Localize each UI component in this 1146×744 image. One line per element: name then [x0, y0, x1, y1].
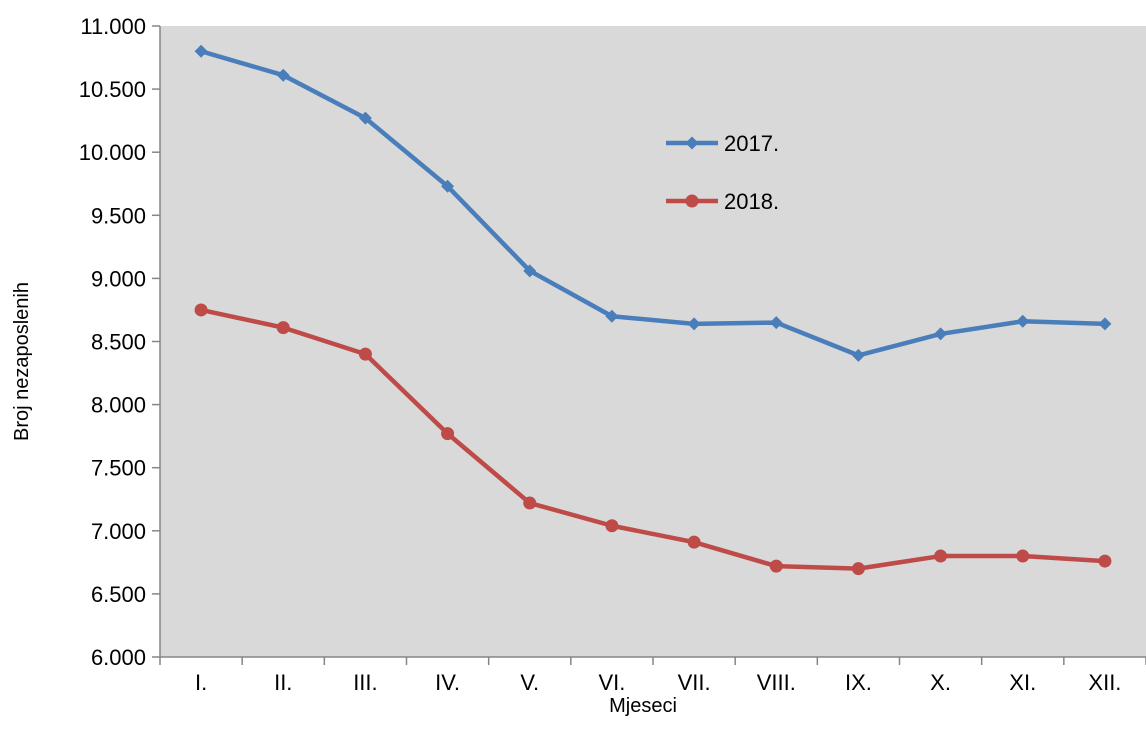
data-point	[687, 535, 701, 549]
x-tick-label: VII.	[678, 670, 711, 695]
data-point	[769, 559, 783, 573]
data-point	[851, 348, 865, 362]
y-tick-label: 6.500	[91, 582, 146, 607]
series-line	[198, 48, 1108, 358]
x-axis: I. II. III. IV. V. VI. VII. VIII. IX. X. XI. XII.	[159, 656, 1146, 695]
y-tick-label: 10.500	[79, 77, 146, 102]
data-point	[769, 316, 783, 330]
y-tick-label: 9.500	[91, 203, 146, 228]
data-point	[934, 327, 948, 341]
data-point	[523, 264, 537, 278]
x-axis-title: Mjeseci	[609, 695, 677, 717]
y-tick-label: 7.500	[91, 456, 146, 481]
data-point	[358, 111, 372, 125]
data-point	[687, 317, 701, 331]
x-tick-label: III.	[353, 670, 377, 695]
legend: 2017. 2018.	[666, 131, 779, 214]
x-tick-label: II.	[274, 670, 292, 695]
legend-label: 2017.	[724, 131, 779, 156]
x-tick-label: XII.	[1088, 670, 1121, 695]
x-tick-label: V.	[520, 670, 539, 695]
series-line	[198, 307, 1108, 571]
y-tick-label: 9.000	[91, 266, 146, 291]
plot-area	[160, 26, 1146, 657]
x-tick-label: IV.	[435, 670, 460, 695]
data-point	[441, 427, 455, 441]
x-tick-label: XI.	[1009, 670, 1036, 695]
data-point	[358, 347, 372, 361]
y-axis-title: Broj nezaposlenih	[11, 282, 33, 441]
data-point	[441, 179, 455, 193]
x-tick-label: I.	[195, 670, 207, 695]
y-tick-label: 8.500	[91, 330, 146, 355]
legend-label: 2018.	[724, 189, 779, 214]
x-tick-label: X.	[930, 670, 951, 695]
data-point	[194, 303, 208, 317]
data-point	[605, 519, 619, 533]
legend-marker	[685, 194, 699, 208]
data-point	[1016, 549, 1030, 563]
data-point	[1098, 317, 1112, 331]
y-tick-label: 11.000	[80, 14, 146, 39]
data-point	[276, 68, 290, 82]
y-tick-label: 7.000	[91, 519, 146, 544]
y-tick-label: 6.000	[91, 645, 146, 670]
data-point	[194, 44, 208, 58]
legend-entry-2: 2018.	[666, 189, 779, 214]
series-layer	[194, 44, 1112, 576]
data-point	[523, 496, 537, 510]
series-1	[194, 44, 1112, 362]
y-tick-label: 10.000	[79, 140, 146, 165]
data-point	[276, 321, 290, 335]
data-point	[934, 549, 948, 563]
legend-entry-1: 2017.	[666, 131, 779, 156]
x-tick-label: VI.	[598, 670, 625, 695]
y-axis: 6.000 6.500 7.000 7.500 8.000 8.500 9.000 9.500…	[79, 14, 161, 670]
legend-marker	[685, 136, 699, 150]
x-tick-label: IX.	[845, 670, 872, 695]
data-point	[1098, 554, 1112, 568]
y-tick-label: 8.000	[91, 393, 146, 418]
data-point	[1016, 314, 1030, 328]
data-point	[605, 309, 619, 323]
data-point	[851, 562, 865, 576]
x-tick-label: VIII.	[757, 670, 796, 695]
series-2	[194, 303, 1112, 576]
